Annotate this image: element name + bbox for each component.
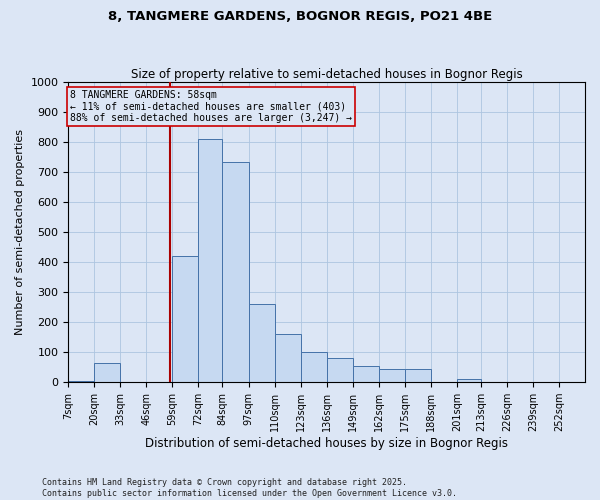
Bar xyxy=(326,358,353,382)
Bar xyxy=(223,162,248,382)
Bar xyxy=(379,368,405,382)
Text: Contains HM Land Registry data © Crown copyright and database right 2025.
Contai: Contains HM Land Registry data © Crown c… xyxy=(42,478,457,498)
Bar xyxy=(172,256,199,382)
Bar xyxy=(94,362,121,382)
Bar xyxy=(275,334,301,382)
X-axis label: Distribution of semi-detached houses by size in Bognor Regis: Distribution of semi-detached houses by … xyxy=(145,437,508,450)
Bar xyxy=(301,352,326,382)
Text: 8 TANGMERE GARDENS: 58sqm
← 11% of semi-detached houses are smaller (403)
88% of: 8 TANGMERE GARDENS: 58sqm ← 11% of semi-… xyxy=(70,90,352,123)
Bar xyxy=(457,379,481,382)
Y-axis label: Number of semi-detached properties: Number of semi-detached properties xyxy=(15,129,25,335)
Text: 8, TANGMERE GARDENS, BOGNOR REGIS, PO21 4BE: 8, TANGMERE GARDENS, BOGNOR REGIS, PO21 … xyxy=(108,10,492,23)
Bar xyxy=(405,368,431,382)
Bar xyxy=(248,304,275,382)
Title: Size of property relative to semi-detached houses in Bognor Regis: Size of property relative to semi-detach… xyxy=(131,68,523,81)
Bar xyxy=(353,366,379,382)
Bar xyxy=(199,139,223,382)
